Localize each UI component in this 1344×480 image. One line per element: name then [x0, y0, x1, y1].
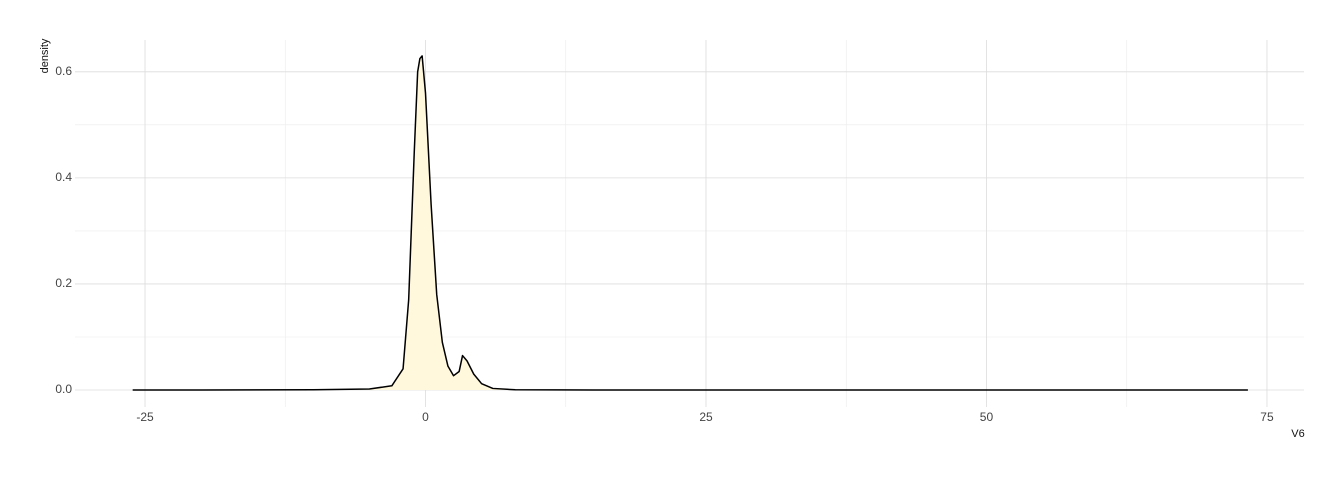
- x-tick-label: 25: [699, 410, 713, 424]
- y-axis-title: density: [39, 38, 51, 73]
- y-tick-label: 0.0: [55, 382, 72, 396]
- y-tick-label: 0.4: [55, 170, 72, 184]
- density-area: [132, 55, 1248, 391]
- y-tick-label: 0.6: [55, 64, 72, 78]
- x-axis-title: V6: [1291, 428, 1304, 440]
- x-tick-label: 75: [1260, 410, 1274, 424]
- x-tick-label: 0: [422, 410, 429, 424]
- density-line: [132, 55, 1248, 391]
- x-tick-label: -25: [136, 410, 154, 424]
- y-tick-label: 0.2: [55, 276, 72, 290]
- x-tick-label: 50: [980, 410, 994, 424]
